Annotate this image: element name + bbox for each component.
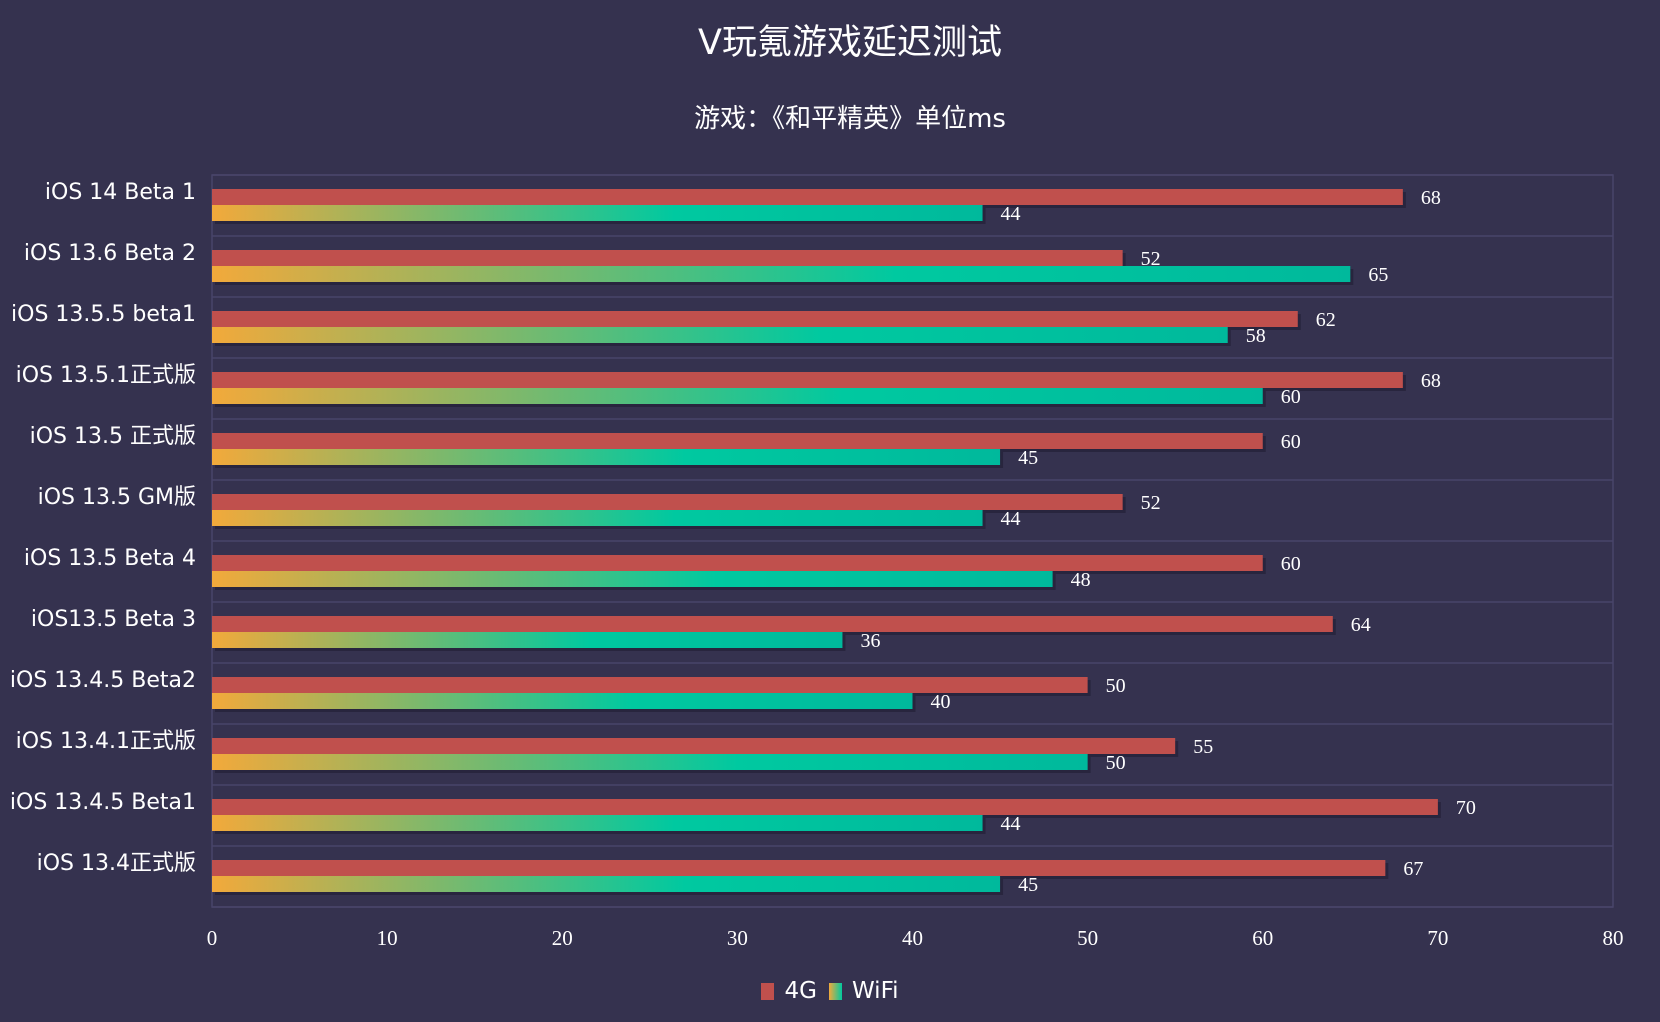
category-label: iOS 13.6 Beta 2 — [24, 241, 196, 266]
x-tick-label: 0 — [207, 926, 218, 950]
bar-wifi — [212, 449, 1001, 465]
legend-label-wifi[interactable]: WiFi — [851, 978, 899, 1004]
x-tick-label: 10 — [377, 926, 398, 950]
x-tick-label: 60 — [1252, 926, 1273, 950]
chart-title: V玩氪游戏延迟测试 — [698, 23, 1002, 63]
bar-4g — [212, 738, 1176, 754]
x-tick-label: 70 — [1427, 926, 1448, 950]
data-label-4g: 52 — [1141, 248, 1161, 270]
bar-4g — [212, 494, 1123, 510]
bar-wifi — [212, 327, 1228, 343]
bar-4g — [212, 250, 1123, 266]
x-tick-label: 40 — [902, 926, 923, 950]
category-label: iOS 13.4.5 Beta2 — [10, 668, 196, 693]
data-label-4g: 67 — [1403, 858, 1423, 880]
data-label-wifi: 44 — [1001, 203, 1021, 225]
data-label-wifi: 45 — [1018, 874, 1038, 896]
data-label-wifi: 36 — [860, 630, 880, 652]
category-label: iOS 13.4正式版 — [37, 851, 196, 876]
bar-4g — [212, 372, 1403, 388]
legend-swatch-wifi — [828, 982, 842, 1000]
category-label: iOS 13.5 Beta 4 — [24, 546, 196, 571]
data-label-wifi: 45 — [1018, 447, 1038, 469]
data-label-4g: 55 — [1193, 736, 1213, 758]
data-label-wifi: 58 — [1246, 325, 1266, 347]
bar-wifi — [212, 876, 1001, 892]
data-label-4g: 64 — [1351, 614, 1371, 636]
data-label-wifi: 65 — [1368, 264, 1388, 286]
x-tick-label: 80 — [1603, 926, 1624, 950]
bar-wifi — [212, 388, 1263, 404]
category-label: iOS13.5 Beta 3 — [31, 607, 196, 632]
bar-wifi — [212, 693, 913, 709]
category-label: iOS 13.4.1正式版 — [16, 729, 196, 754]
data-label-4g: 62 — [1316, 309, 1336, 331]
x-tick-label: 50 — [1077, 926, 1098, 950]
data-label-4g: 70 — [1456, 797, 1476, 819]
data-label-wifi: 60 — [1281, 386, 1301, 408]
data-label-wifi: 44 — [1001, 813, 1021, 835]
data-label-4g: 60 — [1281, 431, 1301, 453]
data-label-wifi: 44 — [1001, 508, 1021, 530]
category-label: iOS 13.5.5 beta1 — [11, 302, 196, 327]
bar-wifi — [212, 205, 983, 221]
data-label-wifi: 48 — [1071, 569, 1091, 591]
category-label: iOS 13.4.5 Beta1 — [10, 790, 196, 815]
bar-4g — [212, 677, 1088, 693]
data-label-4g: 68 — [1421, 370, 1441, 392]
x-tick-label: 20 — [552, 926, 573, 950]
x-tick-label: 30 — [727, 926, 748, 950]
data-label-4g: 52 — [1141, 492, 1161, 514]
data-label-4g: 50 — [1106, 675, 1126, 697]
bar-wifi — [212, 510, 983, 526]
chart-subtitle: 游戏：《和平精英》单位ms — [694, 104, 1006, 134]
legend-swatch-4g — [761, 982, 775, 1000]
bar-wifi — [212, 815, 983, 831]
data-label-4g: 60 — [1281, 553, 1301, 575]
bar-4g — [212, 433, 1263, 449]
data-label-4g: 68 — [1421, 187, 1441, 209]
category-label: iOS 13.5.1正式版 — [16, 363, 196, 388]
bar-wifi — [212, 266, 1351, 282]
bar-4g — [212, 311, 1298, 327]
category-label: iOS 14 Beta 1 — [45, 180, 196, 205]
bar-4g — [212, 616, 1333, 632]
legend: 4G WiFi — [0, 978, 1660, 1004]
bar-4g — [212, 799, 1438, 815]
bar-4g — [212, 860, 1386, 876]
data-label-wifi: 50 — [1106, 752, 1126, 774]
bar-4g — [212, 555, 1263, 571]
category-label: iOS 13.5 正式版 — [30, 424, 196, 449]
bar-wifi — [212, 632, 843, 648]
bar-4g — [212, 189, 1403, 205]
data-label-wifi: 40 — [931, 691, 951, 713]
legend-label-4g[interactable]: 4G — [784, 978, 817, 1004]
category-label: iOS 13.5 GM版 — [38, 485, 196, 510]
bar-wifi — [212, 754, 1088, 770]
bar-wifi — [212, 571, 1053, 587]
